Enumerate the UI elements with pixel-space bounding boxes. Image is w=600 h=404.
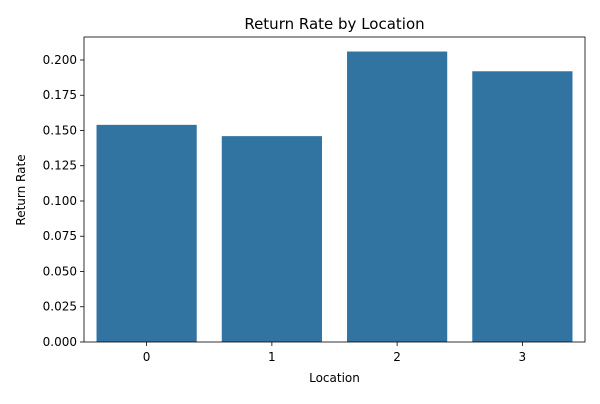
y-tick-label: 0.100 xyxy=(43,194,77,208)
bar-location-2 xyxy=(347,51,448,343)
bar-location-0 xyxy=(96,124,197,342)
y-tick-label: 0.075 xyxy=(43,229,77,243)
y-tick-label: 0.050 xyxy=(43,264,77,278)
y-tick-label: 0.125 xyxy=(43,159,77,173)
x-tick-label: 2 xyxy=(393,350,401,364)
y-axis-label: Return Rate xyxy=(14,154,28,225)
y-tick-label: 0.150 xyxy=(43,123,77,137)
bar-location-1 xyxy=(221,136,322,342)
bars-layer xyxy=(96,51,573,343)
x-tick-label: 1 xyxy=(268,350,276,364)
y-tick-label: 0.000 xyxy=(43,335,77,349)
y-tick-label: 0.175 xyxy=(43,88,77,102)
x-tick-label: 3 xyxy=(519,350,527,364)
y-tick-label: 0.025 xyxy=(43,300,77,314)
y-tick-label: 0.200 xyxy=(43,53,77,67)
chart-title: Return Rate by Location xyxy=(244,15,424,33)
bar-location-3 xyxy=(472,71,573,343)
x-axis: 0 1 2 3 xyxy=(143,342,526,364)
plot-frame xyxy=(83,36,586,343)
y-axis: 0.000 0.025 0.050 0.075 0.100 0.125 0.150 0.175… xyxy=(43,53,84,349)
x-tick-label: 0 xyxy=(143,350,151,364)
x-axis-label: Location xyxy=(309,371,360,385)
